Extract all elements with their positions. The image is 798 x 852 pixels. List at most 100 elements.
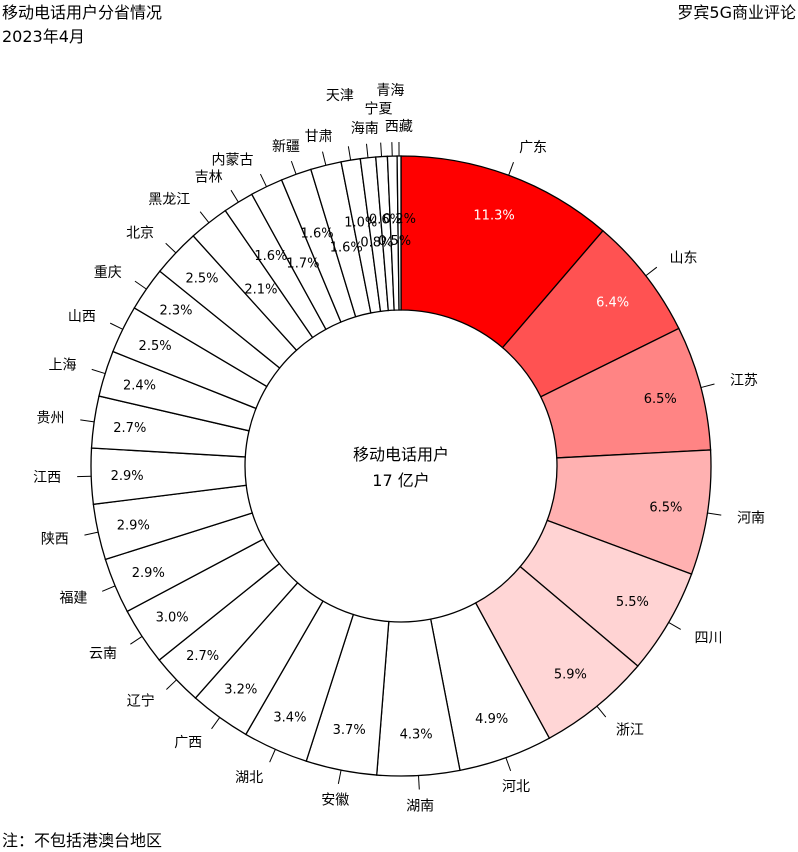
leader-line-广西 (211, 717, 221, 730)
value-label-四川: 5.5% (616, 595, 649, 610)
leader-line-辽宁 (166, 679, 177, 690)
value-label-北京: 2.5% (185, 272, 218, 287)
leader-line-湖南 (418, 775, 420, 790)
province-label-云南: 云南 (89, 646, 117, 662)
value-label-福建: 2.9% (132, 566, 165, 581)
value-label-广西: 3.2% (224, 682, 257, 697)
leader-line-浙江 (596, 705, 607, 718)
leader-line-上海 (91, 368, 106, 375)
province-label-河北: 河北 (502, 779, 530, 795)
value-label-湖北: 3.4% (273, 710, 306, 725)
value-label-吉林: 1.6% (254, 249, 287, 264)
chart-subtitle: 2023年4月 (2, 27, 85, 46)
value-label-河北: 4.9% (475, 712, 508, 727)
province-label-广西: 广西 (174, 735, 202, 751)
leader-line-湖北 (269, 749, 276, 763)
province-label-河南: 河南 (737, 511, 765, 527)
value-label-新疆: 1.6% (301, 227, 334, 242)
leader-line-江苏 (700, 383, 715, 389)
leader-line-吉林 (230, 189, 239, 203)
footnote: 注：不包括港澳台地区 (2, 831, 163, 850)
province-label-浙江: 浙江 (616, 722, 644, 738)
province-label-吉林: 吉林 (195, 170, 223, 186)
leader-line-天津 (347, 146, 352, 161)
leader-line-北京 (165, 242, 177, 254)
value-label-辽宁: 2.7% (186, 649, 219, 664)
value-label-湖南: 4.3% (400, 728, 433, 743)
value-label-上海: 2.4% (123, 378, 156, 393)
province-label-内蒙古: 内蒙古 (211, 153, 253, 169)
leader-line-安徽 (337, 770, 342, 784)
leader-line-内蒙古 (259, 173, 267, 187)
value-label-海南: 0.8% (360, 235, 393, 250)
province-label-西藏: 西藏 (385, 119, 413, 135)
value-label-云南: 3.0% (156, 611, 189, 626)
province-label-湖南: 湖南 (406, 798, 434, 814)
leader-line-海南 (365, 143, 369, 158)
value-label-甘肃: 1.6% (330, 241, 363, 256)
value-label-浙江: 5.9% (554, 668, 587, 683)
province-label-辽宁: 辽宁 (127, 692, 155, 709)
value-label-安徽: 3.7% (333, 723, 366, 738)
donut-slices (90, 155, 712, 777)
brand-label: 罗宾5G商业评论 (677, 3, 796, 22)
province-label-甘肃: 甘肃 (305, 129, 333, 145)
value-label-河南: 6.5% (649, 501, 682, 516)
province-label-海南: 海南 (351, 121, 379, 137)
province-label-江苏: 江苏 (730, 373, 758, 389)
value-label-山西: 2.5% (139, 339, 172, 354)
value-label-贵州: 2.7% (113, 421, 146, 436)
leader-lines (77, 142, 722, 790)
value-label-天津: 1.0% (344, 215, 377, 230)
value-label-广东: 11.3% (473, 209, 514, 224)
leader-line-甘肃 (321, 151, 327, 166)
value-label-重庆: 2.3% (159, 304, 192, 319)
province-label-重庆: 重庆 (94, 265, 122, 281)
leader-line-福建 (102, 585, 116, 592)
province-label-四川: 四川 (695, 631, 723, 647)
value-label-陕西: 2.9% (117, 518, 150, 533)
value-label-内蒙古: 1.7% (286, 256, 319, 271)
slice-西藏 (396, 155, 402, 311)
value-labels: 11.3% 6.4% 6.5% 6.5% 5.5% 5.9% 4.9% 4.3% 3.7% 3.4… (111, 209, 683, 743)
province-label-山东: 山东 (669, 250, 697, 266)
province-label-宁夏: 宁夏 (365, 101, 393, 118)
value-label-黑龙江: 2.1% (244, 283, 277, 298)
chart-title: 移动电话用户分省情况 (2, 3, 163, 22)
leader-line-重庆 (134, 280, 147, 290)
value-label-宁夏: 0.6% (369, 212, 402, 227)
leader-line-四川 (668, 621, 681, 630)
province-label-广东: 广东 (519, 140, 547, 156)
leader-line-陕西 (84, 531, 99, 536)
center-label-line1: 移动电话用户 (353, 445, 449, 464)
leader-line-山西 (109, 322, 123, 330)
leader-line-广东 (508, 161, 514, 176)
value-label-西藏: 0.2% (383, 212, 416, 227)
province-label-陕西: 陕西 (41, 532, 69, 548)
province-label-新疆: 新疆 (272, 139, 300, 155)
province-label-山西: 山西 (68, 309, 96, 325)
province-label-贵州: 贵州 (36, 411, 64, 427)
leader-line-山东 (645, 266, 658, 277)
leader-line-黑龙江 (199, 211, 210, 224)
leader-line-宁夏 (380, 142, 383, 157)
value-label-山东: 6.4% (596, 296, 629, 311)
province-label-福建: 福建 (59, 590, 87, 606)
center-label-line2: 17 亿户 (372, 471, 429, 490)
leader-line-新疆 (290, 160, 297, 175)
leader-line-河北 (505, 757, 512, 772)
province-label-上海: 上海 (48, 358, 76, 374)
province-label-青海: 青海 (376, 83, 404, 99)
leader-line-河南 (707, 512, 722, 516)
leader-line-云南 (130, 636, 143, 645)
province-label-北京: 北京 (126, 225, 154, 241)
province-label-天津: 天津 (326, 88, 354, 104)
province-label-江西: 江西 (33, 470, 61, 486)
leader-line-贵州 (80, 419, 95, 423)
value-label-江西: 2.9% (111, 469, 144, 484)
value-label-青海: 0.5% (378, 234, 411, 249)
value-label-江苏: 6.5% (644, 392, 677, 407)
province-label-安徽: 安徽 (321, 793, 349, 809)
